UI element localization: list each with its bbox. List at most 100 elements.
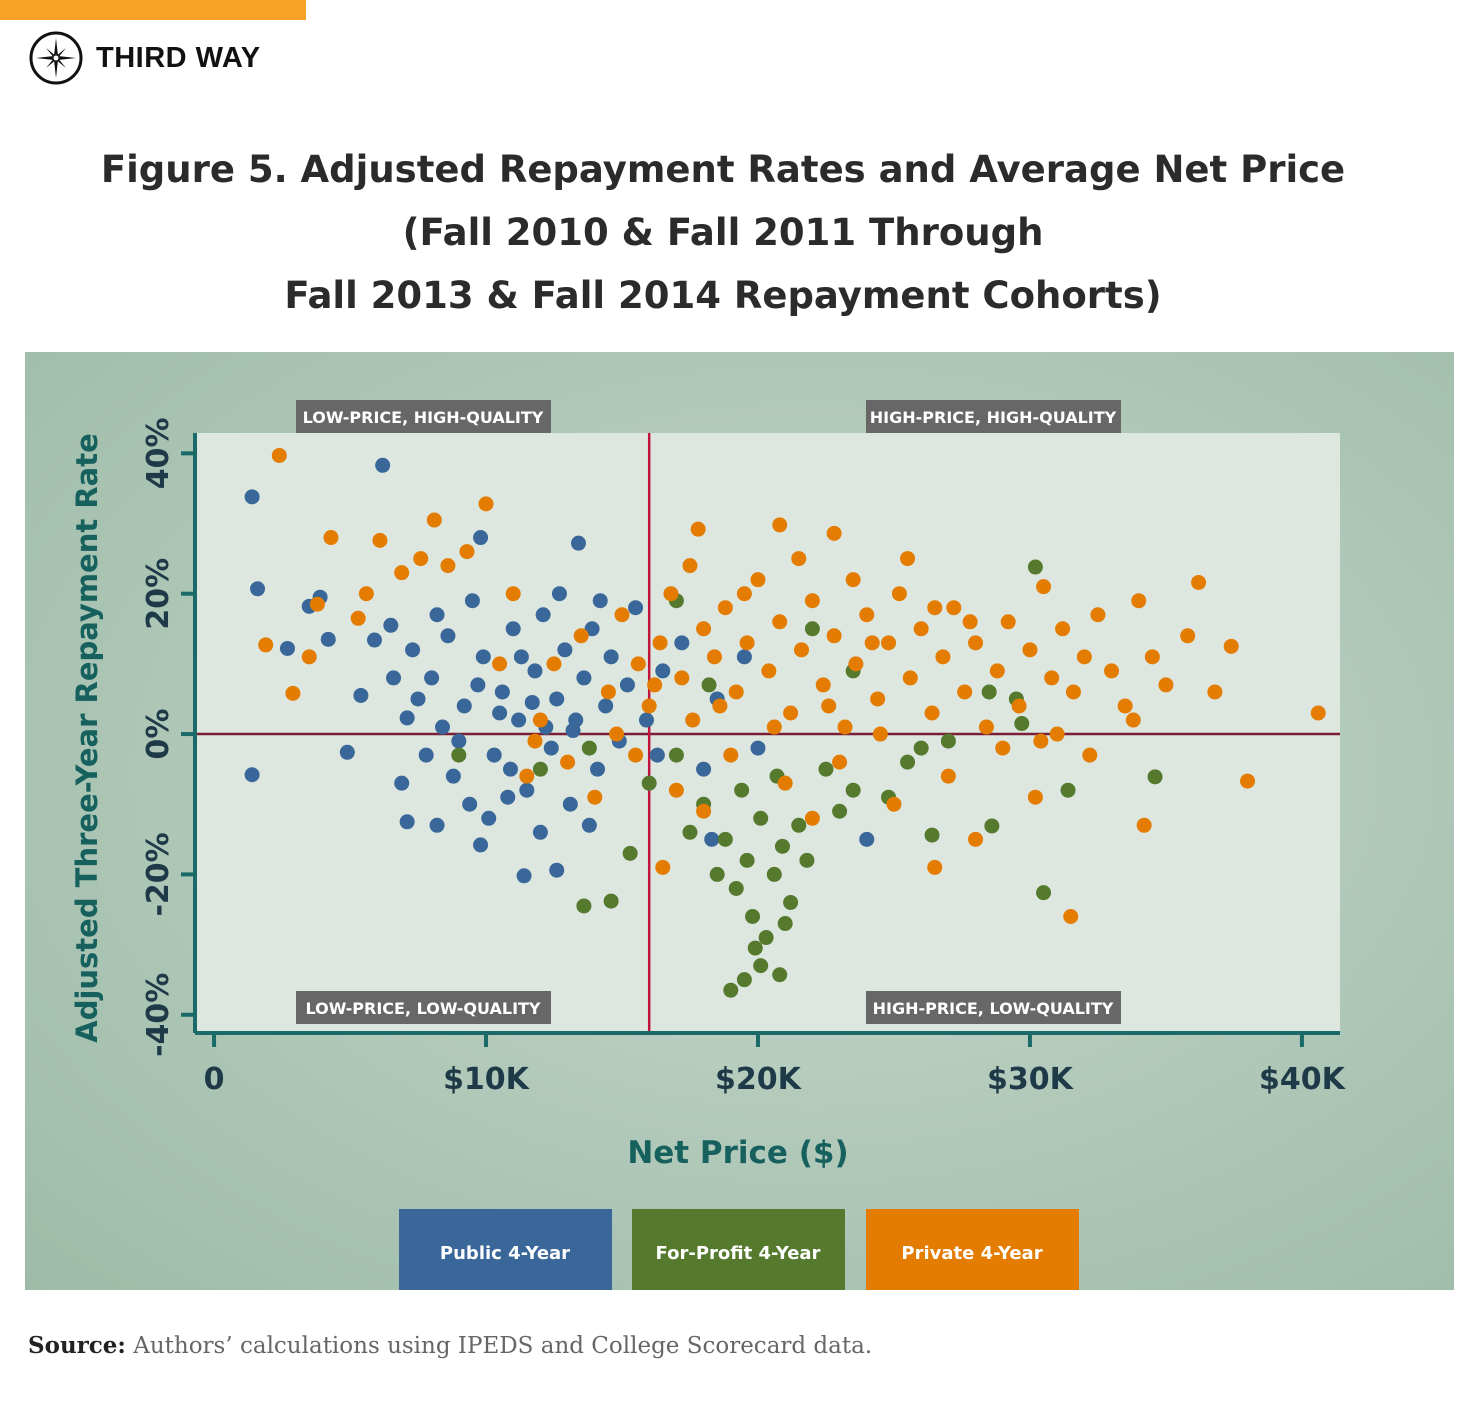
data-point: [429, 607, 445, 623]
data-point: [532, 761, 548, 777]
data-point: [978, 719, 994, 735]
data-point: [736, 972, 752, 988]
data-point: [734, 782, 750, 798]
data-point: [590, 761, 606, 777]
data-point: [649, 747, 665, 763]
data-point: [870, 691, 886, 707]
quadrant-label-box: [866, 991, 1121, 1024]
legend-swatch: [866, 1209, 1079, 1290]
data-point: [736, 586, 752, 602]
data-point: [394, 775, 410, 791]
data-point: [682, 824, 698, 840]
data-point: [320, 631, 336, 647]
source-text: Authors’ calculations using IPEDS and Co…: [125, 1333, 873, 1359]
data-point: [655, 663, 671, 679]
quadrant-label: LOW-PRICE, LOW-QUALITY: [305, 999, 540, 1018]
data-point: [940, 733, 956, 749]
data-point: [924, 827, 940, 843]
data-point: [701, 677, 717, 693]
data-point: [747, 940, 763, 956]
data-point: [1310, 705, 1326, 721]
data-point: [372, 532, 388, 548]
data-point: [981, 684, 997, 700]
data-point: [1117, 698, 1133, 714]
data-point: [791, 551, 807, 567]
accent-bar: [0, 0, 306, 20]
data-point: [244, 767, 260, 783]
figure-title: Figure 5. Adjusted Repayment Rates and A…: [0, 138, 1446, 327]
data-point: [285, 685, 301, 701]
data-point: [753, 810, 769, 826]
data-point: [913, 621, 929, 637]
data-point: [758, 930, 774, 946]
data-point: [804, 810, 820, 826]
legend-label: Public 4-Year: [440, 1243, 570, 1264]
data-point: [557, 642, 573, 658]
data-point: [745, 909, 761, 925]
title-line: Fall 2013 & Fall 2014 Repayment Cohorts): [284, 274, 1162, 317]
data-point: [674, 635, 690, 651]
data-point: [1036, 885, 1052, 901]
data-point: [935, 649, 951, 665]
data-point: [815, 677, 831, 693]
data-point: [375, 457, 391, 473]
data-point: [399, 814, 415, 830]
data-point: [475, 649, 491, 665]
data-point: [728, 684, 744, 700]
data-point: [323, 530, 339, 546]
x-tick-label: $20K: [715, 1062, 803, 1097]
data-point: [902, 670, 918, 686]
data-point: [750, 572, 766, 588]
data-point: [709, 866, 725, 882]
data-point: [804, 593, 820, 609]
data-point: [913, 740, 929, 756]
logo: THIRD WAY: [28, 30, 261, 86]
data-point: [478, 496, 494, 512]
quadrant-label: HIGH-PRICE, HIGH-QUALITY: [870, 408, 1117, 427]
data-point: [424, 670, 440, 686]
data-point: [511, 712, 527, 728]
data-point: [682, 558, 698, 574]
data-point: [723, 747, 739, 763]
data-point: [524, 694, 540, 710]
data-point: [598, 698, 614, 714]
data-point: [1049, 726, 1065, 742]
data-point: [576, 670, 592, 686]
data-point: [1022, 642, 1038, 658]
data-point: [674, 670, 690, 686]
data-point: [339, 744, 355, 760]
data-point: [891, 586, 907, 602]
data-point: [573, 628, 589, 644]
data-point: [783, 705, 799, 721]
data-point: [358, 586, 374, 602]
data-point: [652, 635, 668, 651]
data-point: [622, 845, 638, 861]
data-point: [739, 852, 755, 868]
data-point: [367, 632, 383, 648]
data-point: [668, 782, 684, 798]
data-point: [995, 740, 1011, 756]
data-point: [505, 586, 521, 602]
data-point: [968, 831, 984, 847]
legend-label: For-Profit 4-Year: [656, 1243, 821, 1264]
data-point: [1158, 677, 1174, 693]
data-point: [826, 525, 842, 541]
data-point: [609, 726, 625, 742]
data-point: [766, 719, 782, 735]
data-point: [804, 621, 820, 637]
y-axis-title: Adjusted Three-Year Repayment Rate: [70, 433, 104, 1043]
data-point: [565, 723, 581, 739]
data-point: [900, 551, 916, 567]
data-point: [1044, 670, 1060, 686]
data-point: [628, 747, 644, 763]
data-point: [777, 775, 793, 791]
data-point: [924, 705, 940, 721]
data-point: [386, 670, 402, 686]
source-label: Source:: [28, 1332, 126, 1359]
data-point: [527, 663, 543, 679]
data-point: [984, 818, 1000, 834]
data-point: [527, 733, 543, 749]
data-point: [434, 719, 450, 735]
data-point: [1076, 649, 1092, 665]
